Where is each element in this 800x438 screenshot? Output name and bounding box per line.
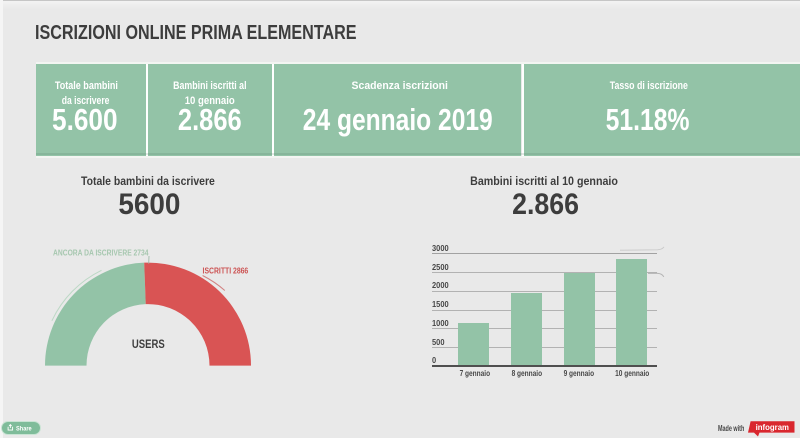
- svg-text:infogram: infogram: [756, 423, 789, 432]
- svg-text:ISCRITTI 2866: ISCRITTI 2866: [203, 266, 249, 276]
- svg-text:Share: Share: [16, 425, 32, 432]
- svg-text:ANCORA DA ISCRIVERE 2734: ANCORA DA ISCRIVERE 2734: [53, 248, 149, 258]
- svg-text:USERS: USERS: [132, 337, 165, 351]
